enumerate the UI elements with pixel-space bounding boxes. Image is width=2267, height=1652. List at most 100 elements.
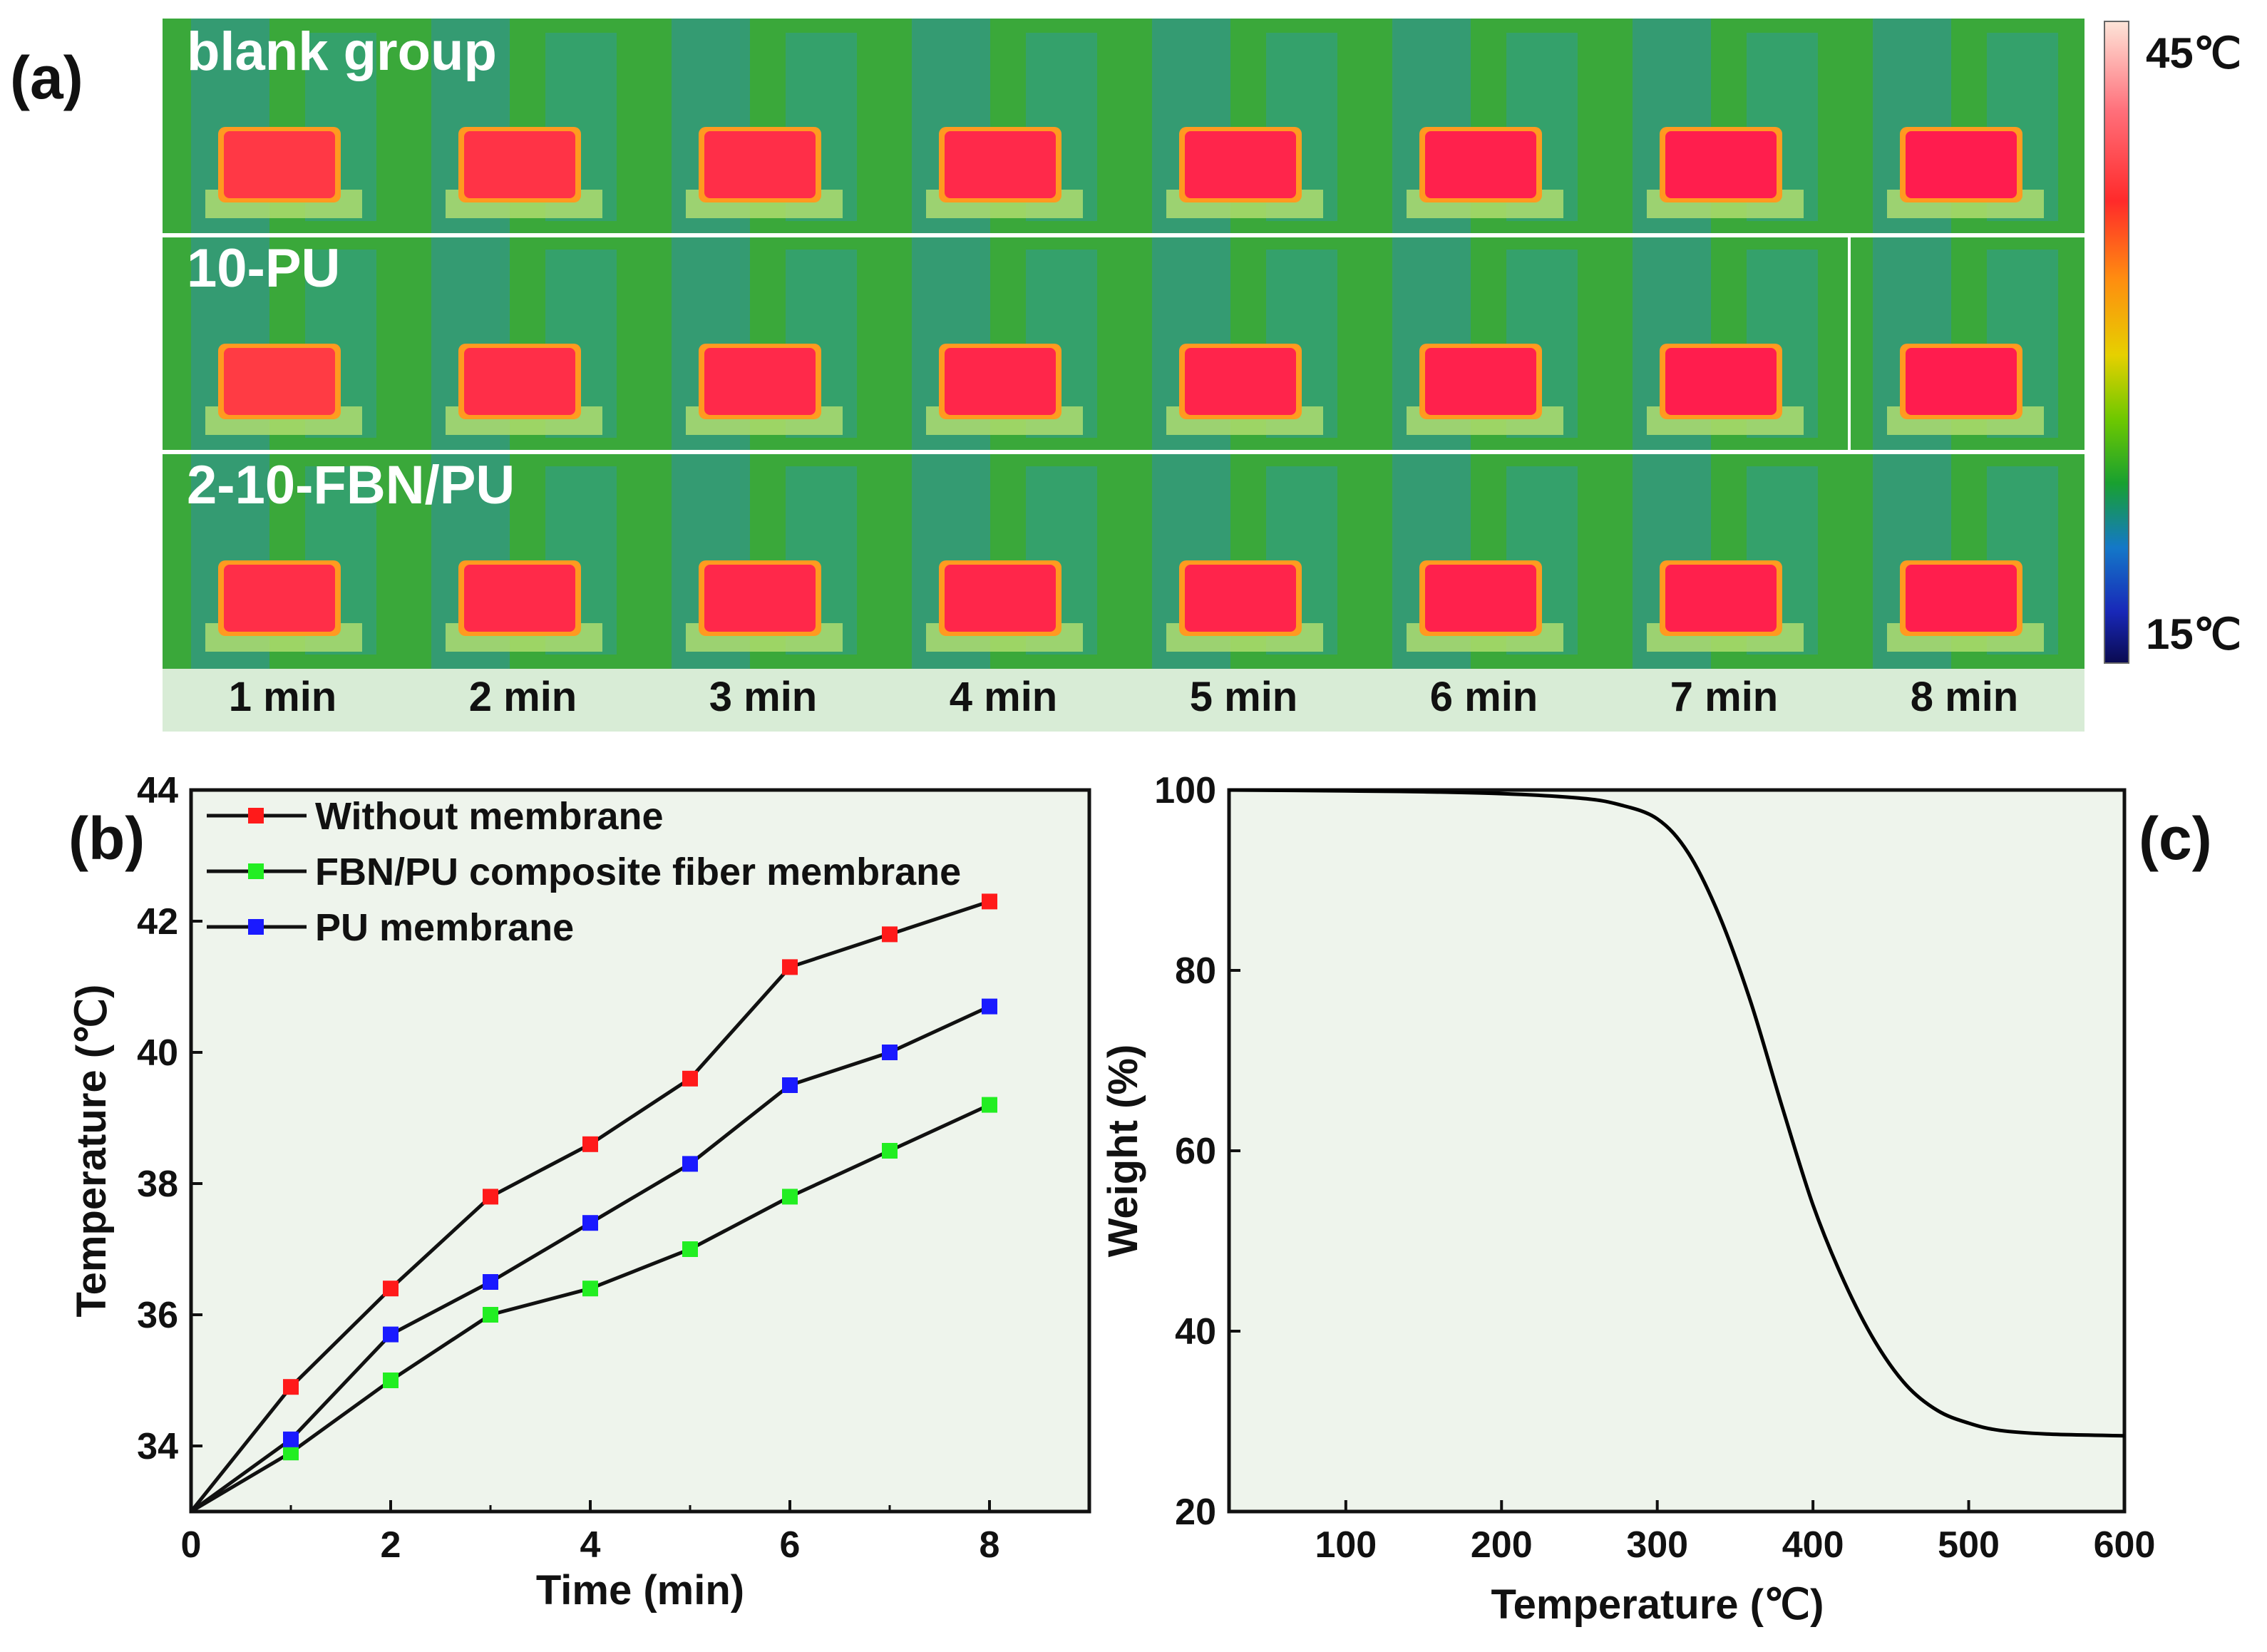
y-tick-label: 38 bbox=[137, 1164, 178, 1205]
time-label: 5 min bbox=[1190, 674, 1298, 720]
time-label: 7 min bbox=[1670, 674, 1779, 720]
frame-separator bbox=[1848, 235, 1851, 452]
y-tick-label: 80 bbox=[1175, 950, 1216, 992]
colorbar-max-label: 45℃ bbox=[2146, 29, 2241, 77]
data-point bbox=[782, 959, 798, 975]
x-tick-label: 0 bbox=[181, 1524, 202, 1566]
thermal-frame bbox=[1124, 19, 1364, 235]
data-point bbox=[283, 1379, 299, 1395]
legend-marker bbox=[248, 919, 264, 935]
data-point bbox=[882, 1143, 898, 1159]
thermal-frame bbox=[883, 19, 1124, 235]
data-point bbox=[782, 1077, 798, 1093]
data-point bbox=[483, 1274, 498, 1290]
thermal-frame bbox=[403, 235, 643, 452]
thermal-frame bbox=[643, 19, 883, 235]
chart-c-xlabel: Temperature (℃) bbox=[1491, 1581, 1824, 1628]
time-label: 4 min bbox=[950, 674, 1058, 720]
y-tick-label: 100 bbox=[1154, 770, 1216, 811]
thermal-frame bbox=[1604, 452, 1844, 669]
thermal-frame bbox=[163, 235, 403, 452]
thermal-frame bbox=[1604, 235, 1844, 452]
thermal-frame bbox=[163, 452, 403, 669]
x-tick-label: 100 bbox=[1315, 1524, 1377, 1566]
time-label: 6 min bbox=[1430, 674, 1538, 720]
y-tick-label: 40 bbox=[1175, 1311, 1216, 1353]
data-point bbox=[582, 1215, 598, 1231]
chart-c-series bbox=[1228, 788, 2125, 1438]
data-point bbox=[982, 893, 997, 910]
thermal-frame bbox=[1124, 452, 1364, 669]
time-labels: 1 min 2 min 3 min 4 min 5 min 6 min 7 min 8 min bbox=[229, 674, 2019, 720]
thermal-frame bbox=[403, 452, 643, 669]
chart-c-plot-area bbox=[1227, 788, 2127, 1514]
time-strip bbox=[163, 669, 2084, 732]
data-point bbox=[882, 1045, 898, 1060]
data-point bbox=[982, 1097, 997, 1113]
legend-label: PU membrane bbox=[315, 906, 574, 949]
data-point bbox=[283, 1445, 299, 1461]
thermal-frame bbox=[1844, 19, 2084, 235]
tga-curve bbox=[1228, 788, 2125, 1438]
panel-b-label: (b) bbox=[68, 805, 145, 872]
legend-label: Without membrane bbox=[315, 795, 664, 838]
time-label: 1 min bbox=[229, 674, 337, 720]
x-tick-label: 2 bbox=[381, 1524, 401, 1566]
data-point bbox=[582, 1281, 598, 1297]
data-point bbox=[283, 1431, 299, 1447]
time-label: 2 min bbox=[469, 674, 577, 720]
data-point bbox=[682, 1241, 698, 1257]
data-point bbox=[682, 1070, 698, 1087]
chart-b-series bbox=[190, 893, 997, 1514]
y-tick-label: 60 bbox=[1175, 1131, 1216, 1172]
y-tick-label: 20 bbox=[1175, 1492, 1216, 1533]
row-labels: blank group 10-PU 2-10-FBN/PU bbox=[187, 21, 515, 515]
thermal-frame bbox=[883, 452, 1124, 669]
x-tick-label: 4 bbox=[580, 1524, 601, 1566]
thermal-frame bbox=[163, 19, 403, 235]
chart-b-axes: 0 2 4 6 8 34 36 38 40 42 44 bbox=[137, 770, 999, 1566]
row-separator bbox=[163, 233, 2084, 237]
thermal-frame bbox=[1364, 235, 1604, 452]
x-tick-label: 200 bbox=[1471, 1524, 1533, 1566]
thermal-frame bbox=[1364, 452, 1604, 669]
y-tick-label: 40 bbox=[137, 1032, 178, 1074]
y-tick-label: 42 bbox=[137, 901, 178, 943]
y-tick-label: 36 bbox=[137, 1295, 178, 1336]
panel-a-label: (a) bbox=[10, 44, 83, 111]
legend-marker bbox=[248, 808, 264, 824]
x-tick-label: 500 bbox=[1938, 1524, 2000, 1566]
thermal-frame bbox=[1844, 452, 2084, 669]
legend-label: FBN/PU composite fiber membrane bbox=[315, 851, 961, 893]
chart-c-ylabel: Weight (%) bbox=[1100, 1045, 1146, 1258]
row-separator bbox=[163, 450, 2084, 454]
time-label: 3 min bbox=[709, 674, 818, 720]
thermal-frame bbox=[883, 235, 1124, 452]
x-tick-label: 8 bbox=[980, 1524, 1000, 1566]
thermal-frame bbox=[1844, 235, 2084, 452]
y-tick-label: 34 bbox=[137, 1426, 178, 1467]
x-tick-label: 6 bbox=[780, 1524, 801, 1566]
chart-b-ylabel: Temperature (℃) bbox=[68, 985, 115, 1318]
data-point bbox=[782, 1189, 798, 1205]
legend-marker bbox=[248, 863, 264, 879]
thermal-frame bbox=[1364, 19, 1604, 235]
time-label: 8 min bbox=[1911, 674, 2019, 720]
thermal-row-label: 10-PU bbox=[187, 238, 340, 299]
panel-c-label: (c) bbox=[2139, 805, 2212, 872]
data-point bbox=[982, 998, 997, 1015]
thermal-frame bbox=[403, 19, 643, 235]
thermal-row-label: blank group bbox=[187, 21, 497, 82]
data-point bbox=[383, 1373, 399, 1388]
chart-b-legend: Without membrane FBN/PU composite fiber m… bbox=[207, 795, 961, 949]
chart-b-plot-area bbox=[189, 788, 1091, 1514]
data-point bbox=[483, 1189, 498, 1205]
colorbar-min-label: 15℃ bbox=[2146, 610, 2241, 658]
thermal-frame bbox=[643, 452, 883, 669]
thermal-frame bbox=[643, 235, 883, 452]
thermal-image-grid bbox=[163, 19, 2084, 669]
x-tick-label: 400 bbox=[1782, 1524, 1844, 1566]
thermal-row-label: 2-10-FBN/PU bbox=[187, 455, 515, 515]
chart-c-axes: 100 200 300 400 500 600 20 40 60 80 100 bbox=[1154, 770, 2155, 1566]
